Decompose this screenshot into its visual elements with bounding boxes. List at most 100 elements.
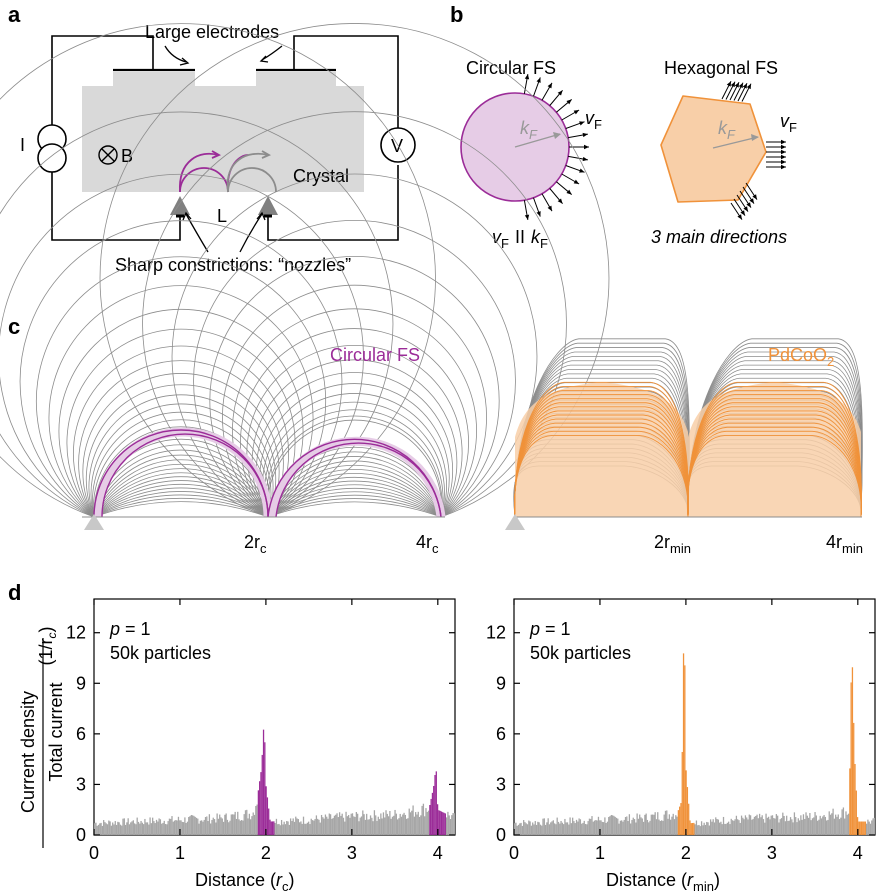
histogram-bar <box>408 808 410 835</box>
velocity-arrow-head <box>547 205 552 212</box>
histogram-bar <box>751 819 753 835</box>
histogram-bar <box>746 817 748 835</box>
histogram-bar <box>342 817 345 835</box>
velocity-arrow-head <box>536 77 541 83</box>
histogram-bar <box>694 824 696 835</box>
histogram-bar <box>396 819 399 835</box>
histogram-bar <box>326 816 328 835</box>
histogram-bar <box>792 822 794 835</box>
histogram-bar <box>734 819 736 835</box>
histogram-bar <box>562 824 565 835</box>
velocity-arrow-head <box>781 164 786 170</box>
panel-c-label: c <box>8 314 20 339</box>
velocity-arrow-head <box>524 214 530 220</box>
histogram-bar <box>733 820 735 835</box>
histogram-bar <box>298 822 301 835</box>
histogram-bar <box>744 815 747 835</box>
trajectory-arc <box>93 480 269 518</box>
histogram-bar <box>212 817 214 835</box>
histogram-bar <box>757 818 759 835</box>
histogram-bar <box>796 822 798 835</box>
histogram-bar <box>673 819 676 835</box>
histogram-bar <box>787 820 789 835</box>
histogram-bar <box>391 816 394 835</box>
histogram-bar <box>535 824 538 835</box>
histogram-bar <box>142 824 145 835</box>
histogram-bar <box>730 818 732 835</box>
histogram-bar <box>807 817 810 835</box>
histogram-bar <box>229 820 231 835</box>
histogram-bar <box>588 818 591 835</box>
histogram-bar <box>239 820 241 835</box>
histogram-bar <box>729 824 731 835</box>
x-tick-label: 3 <box>347 843 357 863</box>
histogram-bar <box>226 819 229 835</box>
histogram-bar <box>818 819 820 835</box>
circular-velocity-arrows <box>523 74 589 220</box>
histogram-bar <box>427 810 430 835</box>
histogram-bar <box>253 814 256 835</box>
histogram-bar <box>140 820 142 835</box>
histogram-bar <box>375 815 377 835</box>
histogram-bar <box>320 814 323 835</box>
histogram-bar <box>802 814 805 835</box>
histogram-bar <box>364 819 367 835</box>
histogram-bar <box>570 823 573 835</box>
histogram-bar <box>610 814 612 835</box>
histogram-bar <box>611 815 614 835</box>
histogram-bar <box>188 817 190 835</box>
histogram-bar <box>128 824 131 835</box>
histogram-bar <box>864 821 866 835</box>
histogram-bar <box>177 816 180 835</box>
histogram-bar <box>300 821 302 835</box>
histogram-bar <box>277 824 279 835</box>
histogram-bar <box>801 819 803 835</box>
ylabel-unit: (1/rc) <box>36 627 59 666</box>
histogram-bar <box>175 820 177 835</box>
histogram-bar <box>268 808 270 835</box>
histogram-bar <box>739 822 741 835</box>
histogram-bar <box>668 814 671 835</box>
right-annot-p: p = 1 <box>529 619 571 639</box>
velocity-arrow-head <box>584 144 589 150</box>
histogram-bar <box>292 818 294 835</box>
histogram-bar <box>529 821 531 835</box>
histogram-bar <box>630 823 632 835</box>
histogram-bar <box>179 820 181 835</box>
trajectory-arc <box>85 384 277 518</box>
histogram-bar <box>328 813 330 835</box>
histogram-bar <box>543 818 545 835</box>
trajectory-arc <box>267 487 442 518</box>
histogram-bar <box>112 822 114 835</box>
histogram-bar <box>206 816 208 835</box>
histogram-bar <box>525 823 527 835</box>
histogram-bar <box>124 824 127 835</box>
histogram-bar <box>275 818 278 835</box>
histogram-bar <box>171 816 173 835</box>
histogram-bar <box>651 814 654 835</box>
trajectory-arc <box>266 415 443 518</box>
histogram-bar <box>815 815 817 835</box>
trajectory-arc <box>209 256 500 518</box>
histogram-bar <box>560 820 562 835</box>
histogram-bar <box>293 821 296 835</box>
histogram-bar <box>119 824 122 835</box>
histogram-bar <box>851 667 854 835</box>
histogram-bar <box>222 821 225 835</box>
histogram-bar <box>323 818 325 835</box>
histogram-bar <box>822 816 824 835</box>
velocity-arrow-head <box>781 159 786 165</box>
histogram-bar <box>715 817 717 835</box>
histogram-bar <box>749 815 752 835</box>
histogram-bar <box>130 822 132 835</box>
y-tick-label: 12 <box>486 623 506 643</box>
histogram-bar <box>670 819 672 835</box>
histogram-bar <box>581 823 583 835</box>
velocity-arrow-head <box>743 206 748 212</box>
histogram-bar <box>407 818 409 835</box>
b-field-icon <box>98 145 118 165</box>
histogram-bar <box>152 817 154 835</box>
histogram-bar <box>350 813 352 835</box>
histogram-bar <box>367 819 369 835</box>
histogram-bar <box>289 818 292 835</box>
